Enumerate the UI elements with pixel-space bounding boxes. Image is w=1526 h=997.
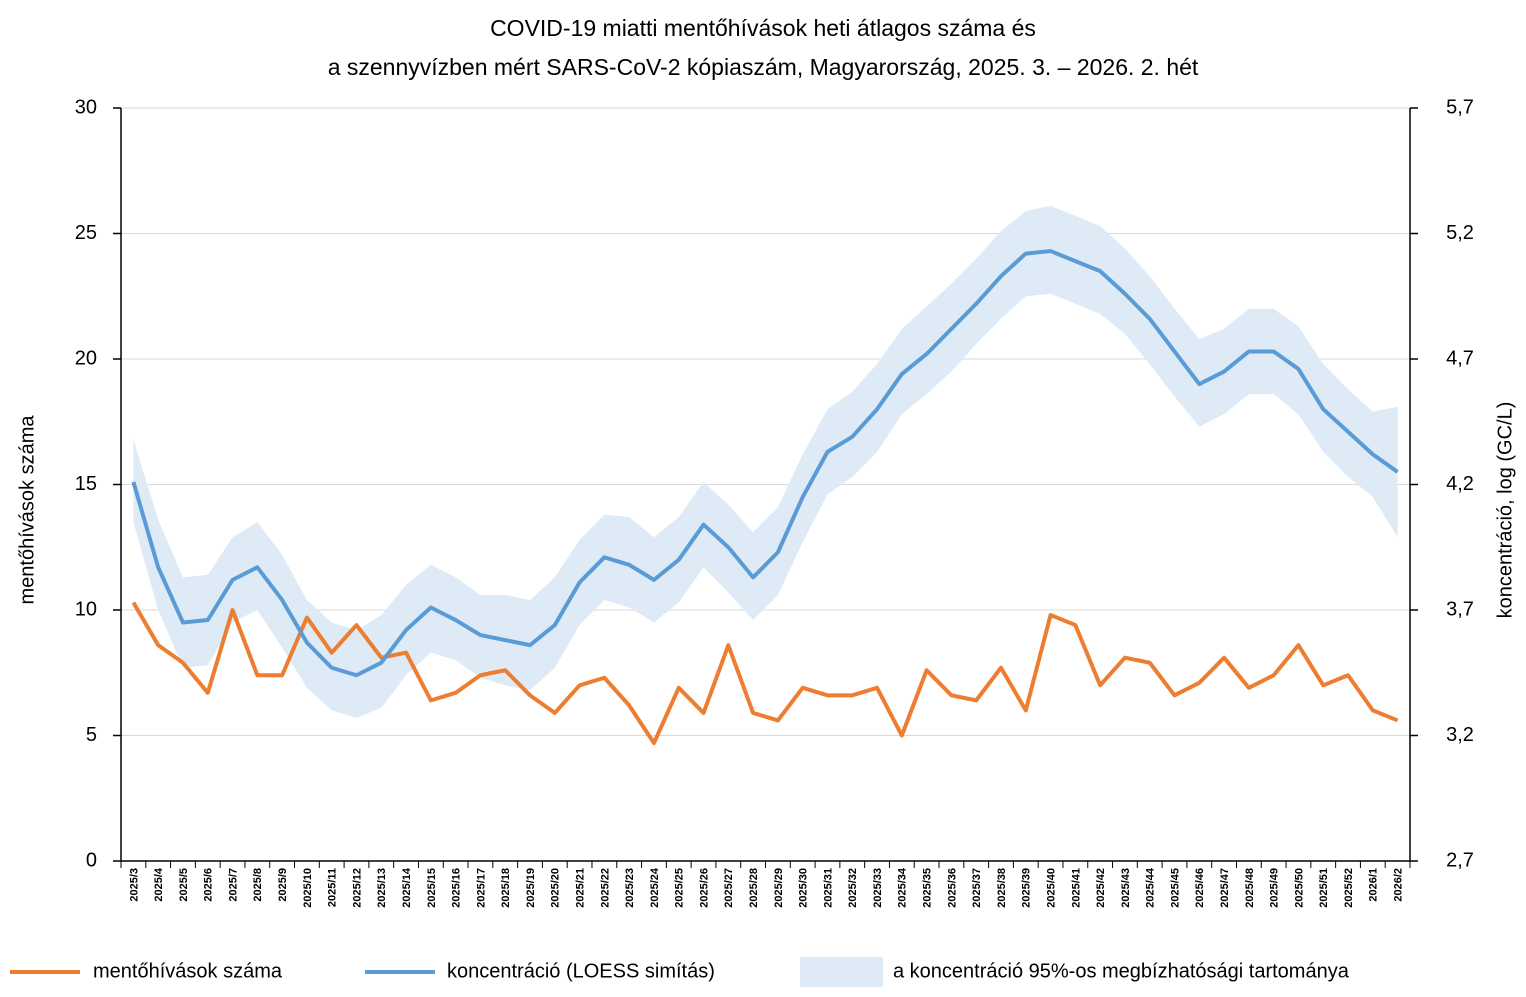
x-tick-label: 2025/22 xyxy=(599,868,611,908)
x-tick-label: 2025/28 xyxy=(748,868,760,908)
x-tick-label: 2025/36 xyxy=(946,868,958,908)
x-tick-label: 2025/18 xyxy=(500,868,512,908)
x-tick-label: 2025/21 xyxy=(574,868,586,908)
x-tick-label: 2025/38 xyxy=(996,868,1008,908)
x-tick-label: 2025/13 xyxy=(376,868,388,908)
legend-label: a koncentráció 95%-os megbízhatósági tar… xyxy=(893,960,1350,982)
x-tick-label: 2025/23 xyxy=(624,868,636,908)
x-tick-label: 2025/52 xyxy=(1343,868,1355,908)
series-line xyxy=(131,249,1399,678)
x-tick-label: 2025/46 xyxy=(1194,868,1206,908)
y-tick-label: 25 xyxy=(75,222,97,244)
x-tick-label: 2025/3 xyxy=(128,868,140,902)
x-tick-label: 2025/50 xyxy=(1293,868,1305,908)
series-line xyxy=(131,601,1399,746)
x-tick-label: 2025/48 xyxy=(1244,868,1256,908)
x-tick-label: 2025/32 xyxy=(847,868,859,908)
x-tick-label: 2025/14 xyxy=(401,867,413,908)
y2-tick-label: 3,7 xyxy=(1446,598,1474,620)
x-tick-label: 2025/17 xyxy=(475,868,487,908)
y2-tick-label: 4,7 xyxy=(1446,347,1474,369)
y2-tick-label: 5,2 xyxy=(1446,222,1474,244)
x-tick-label: 2025/10 xyxy=(302,868,314,908)
x-tick-label: 2025/40 xyxy=(1045,868,1057,908)
x-tick-label: 2025/44 xyxy=(1145,867,1157,908)
x-tick-label: 2025/24 xyxy=(649,867,661,908)
x-tick-label: 2025/4 xyxy=(153,867,165,902)
x-tick-label: 2025/25 xyxy=(674,868,686,908)
x-tick-label: 2025/37 xyxy=(971,868,983,908)
legend-swatch xyxy=(800,957,883,987)
x-tick-label: 2025/30 xyxy=(798,868,810,908)
x-tick-label: 2025/27 xyxy=(723,868,735,908)
x-tick-label: 2025/29 xyxy=(773,868,785,908)
x-tick-label: 2025/8 xyxy=(252,868,264,902)
x-tick-label: 2025/39 xyxy=(1021,868,1033,908)
x-tick-label: 2025/47 xyxy=(1219,868,1231,908)
x-tick-label: 2025/15 xyxy=(426,868,438,908)
y-tick-label: 15 xyxy=(75,473,97,495)
legend-label: koncentráció (LOESS simítás) xyxy=(447,960,715,982)
chart-title: COVID-19 miatti mentőhívások heti átlago… xyxy=(490,15,1036,41)
y-tick-label: 30 xyxy=(75,96,97,118)
x-tick-label: 2025/16 xyxy=(451,868,463,908)
x-tick-label: 2025/26 xyxy=(698,868,710,908)
x-tick-label: 2025/11 xyxy=(327,868,339,907)
y-tick-label: 20 xyxy=(75,347,97,369)
x-tick-label: 2025/6 xyxy=(203,868,215,902)
legend-label: mentőhívások száma xyxy=(93,960,283,982)
x-tick-label: 2025/34 xyxy=(897,867,909,908)
x-tick-label: 2025/49 xyxy=(1269,868,1281,908)
x-tick-label: 2025/12 xyxy=(351,868,363,908)
x-tick-label: 2025/9 xyxy=(277,868,289,902)
x-tick-label: 2025/41 xyxy=(1070,868,1082,908)
x-tick-label: 2025/19 xyxy=(525,868,537,908)
y-tick-label: 0 xyxy=(86,849,97,871)
chart-title: a szennyvízben mért SARS-CoV-2 kópiaszám… xyxy=(328,54,1199,80)
x-tick-label: 2026/1 xyxy=(1368,868,1380,902)
confidence-band xyxy=(133,205,1398,718)
x-tick-label: 2025/45 xyxy=(1169,868,1181,908)
y2-tick-label: 4,2 xyxy=(1446,473,1474,495)
x-tick-label: 2025/7 xyxy=(227,868,239,902)
y2-axis-label: koncentráció, log (GC/L) xyxy=(1494,402,1516,619)
x-tick-label: 2025/35 xyxy=(922,868,934,908)
y2-tick-label: 5,7 xyxy=(1446,96,1474,118)
x-tick-label: 2025/43 xyxy=(1120,868,1132,908)
x-tick-label: 2025/51 xyxy=(1318,868,1330,908)
x-tick-label: 2025/31 xyxy=(822,868,834,908)
y2-tick-label: 3,2 xyxy=(1446,724,1474,746)
y-axis-label: mentőhívások száma xyxy=(16,415,38,605)
x-tick-label: 2025/33 xyxy=(872,868,884,908)
y2-tick-label: 2,7 xyxy=(1446,849,1474,871)
y-tick-label: 5 xyxy=(86,724,97,746)
plot-back xyxy=(121,107,1410,862)
x-tick-label: 2025/5 xyxy=(178,868,190,902)
x-tick-label: 2025/20 xyxy=(550,868,562,908)
x-tick-label: 2025/42 xyxy=(1095,868,1107,908)
x-tick-label: 2026/2 xyxy=(1393,868,1405,902)
y-tick-label: 10 xyxy=(75,598,97,620)
